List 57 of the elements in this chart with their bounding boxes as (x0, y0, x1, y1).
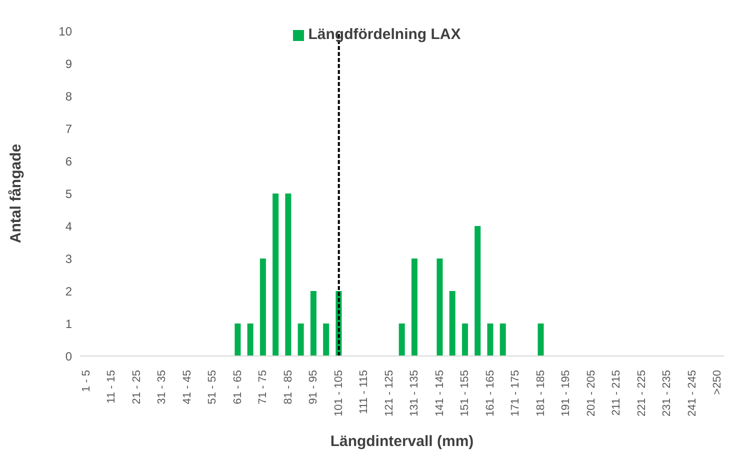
x-tick-label: 191 - 195 (560, 370, 572, 416)
bar (323, 324, 330, 356)
y-tick-label: 1 (65, 316, 72, 331)
x-tick-label: 221 - 225 (636, 370, 648, 416)
bar (474, 226, 481, 356)
bar (500, 324, 506, 356)
bar (310, 291, 316, 356)
y-tick-label: 2 (65, 284, 72, 298)
y-tick-label: 5 (65, 186, 72, 201)
x-tick-label: 31 - 35 (156, 370, 168, 404)
x-tick-label: 1 - 5 (80, 370, 92, 392)
y-tick-label: 3 (65, 252, 72, 266)
x-tick-label: 51 - 55 (206, 370, 219, 404)
x-tick-label: 131 - 135 (408, 370, 421, 416)
y-tick-label: 7 (65, 122, 72, 136)
bar (462, 324, 468, 356)
x-tick-label: 111 - 115 (358, 370, 370, 414)
bar (398, 324, 405, 356)
bar (285, 194, 292, 356)
y-tick-label: 6 (65, 154, 72, 168)
x-tick-label: 171 - 175 (510, 370, 522, 416)
bar (298, 324, 304, 356)
y-tick-label: 0 (65, 349, 72, 364)
bar (247, 324, 254, 356)
x-tick-label: >250 (712, 370, 724, 395)
bar (538, 324, 544, 356)
bar (487, 324, 494, 356)
x-tick-label: 241 - 245 (686, 370, 698, 416)
bar (260, 258, 266, 356)
bar (411, 258, 418, 356)
x-tick-label: 211 - 215 (610, 370, 623, 416)
x-axis-title: Längdintervall (mm) (330, 433, 474, 450)
x-tick-label: 81 - 85 (282, 370, 294, 404)
x-tick-label: 71 - 75 (257, 370, 270, 404)
y-tick-label: 9 (65, 56, 72, 71)
y-tick-label: 10 (58, 24, 72, 38)
y-tick-label: 4 (65, 219, 72, 234)
x-tick-label: 141 - 145 (434, 370, 446, 416)
x-tick-label: 61 - 65 (232, 370, 244, 404)
y-axis-title: Antal fångade (7, 144, 24, 244)
x-tick-label: 181 - 185 (534, 370, 547, 416)
x-tick-label: 41 - 45 (181, 370, 194, 404)
x-tick-label: 21 - 25 (130, 370, 143, 404)
x-tick-label: 11 - 15 (106, 370, 118, 404)
x-tick-label: 201 - 205 (585, 370, 598, 416)
legend-label: Längdfördelning LAX (308, 26, 461, 43)
x-tick-label: 101 - 105 (332, 370, 345, 416)
x-tick-label: 151 - 155 (459, 370, 472, 416)
bar (272, 194, 279, 356)
bar (436, 258, 443, 356)
x-tick-label: 121 - 125 (383, 370, 396, 416)
x-tick-label: 161 - 165 (484, 370, 496, 416)
x-tick-label: 231 - 235 (661, 370, 674, 416)
bar (234, 324, 241, 356)
bar (449, 291, 456, 356)
x-tick-label: 91 - 95 (308, 370, 320, 404)
y-tick-label: 8 (65, 89, 72, 104)
